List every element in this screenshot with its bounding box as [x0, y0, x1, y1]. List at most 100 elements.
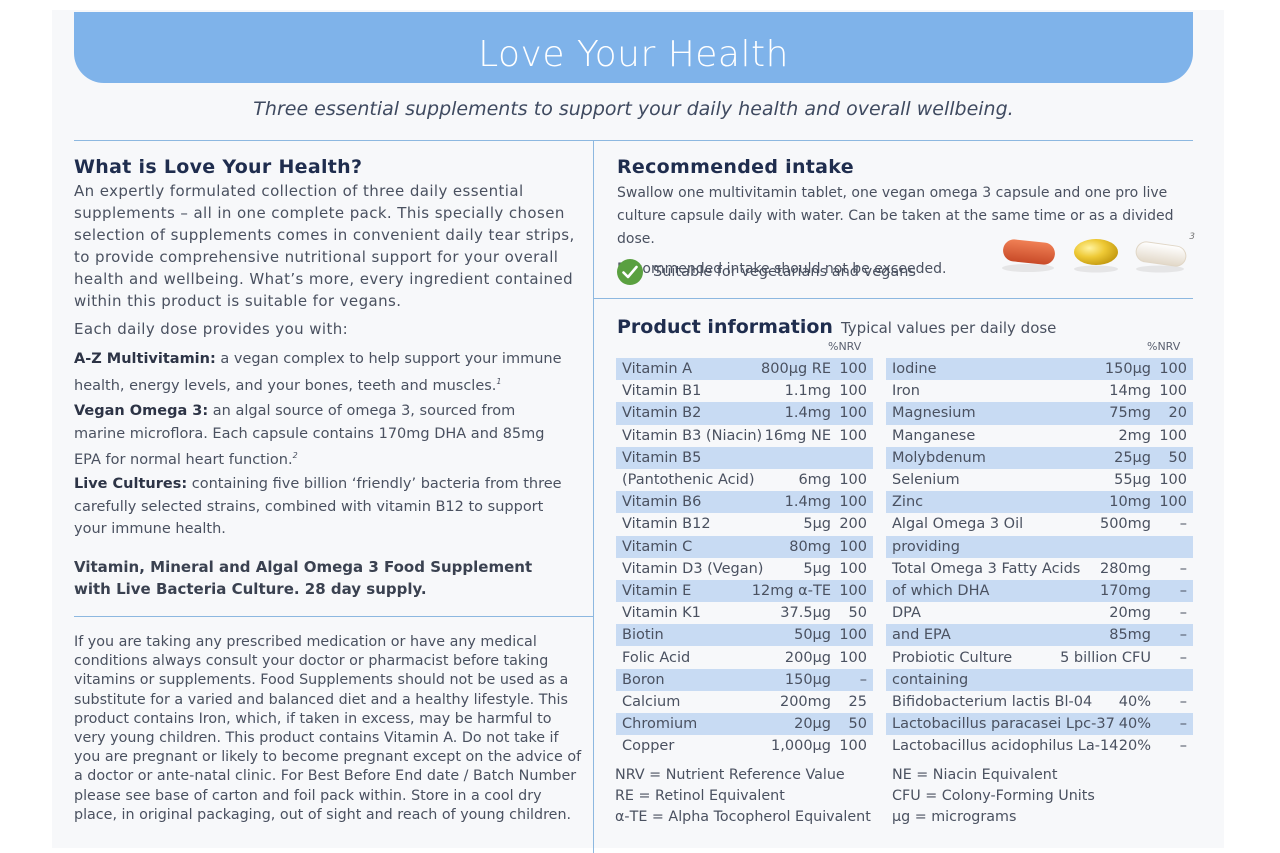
nutrient-amount: 85mg [1109, 627, 1151, 644]
nutrient-nrv: 100 [1159, 361, 1187, 378]
table-row: Vitamin E 12mg α-TE 100 [616, 579, 873, 603]
legend-right: NE = Niacin Equivalent CFU = Colony-Formi… [892, 765, 1095, 828]
nutrient-amount: 150µg [1104, 361, 1151, 378]
table-row: providing [886, 535, 1193, 558]
what-description: An expertly formulated collection of thr… [74, 180, 589, 312]
product-info-subheading: Typical values per daily dose [840, 319, 1057, 337]
legend-item: α-TE = Alpha Tocopherol Equivalent [615, 809, 871, 825]
nutrient-amount: 1.4mg [784, 405, 831, 422]
nutrient-nrv: 100 [1159, 427, 1187, 444]
table-row: Iron 14mg 100 [886, 380, 1193, 402]
nutrient-nrv: – [1179, 516, 1187, 533]
table-row: Selenium 55µg 100 [886, 469, 1193, 491]
table-row: Copper 1,000µg 100 [616, 735, 873, 757]
nutrient-name: Biotin [622, 627, 664, 644]
nutrient-nrv: – [1179, 582, 1187, 599]
nutrient-name: Boron [622, 671, 665, 688]
nutrient-amount: 200mg [779, 693, 831, 710]
nutrient-table-right: Iodine 150µg 100 Iron 14mg 100 Magnesium 75mg 20… [886, 358, 1193, 757]
nutrient-amount: 170mg [1099, 582, 1151, 599]
nutrient-amount: 14mg [1109, 383, 1151, 400]
legend-item: NE = Niacin Equivalent [892, 767, 1058, 783]
table-row: Biotin 50µg 100 [616, 624, 873, 647]
nutrient-nrv: 100 [839, 738, 867, 755]
nutrient-nrv: – [1179, 738, 1187, 755]
nutrient-name: of which DHA [892, 582, 990, 599]
nutrient-nrv: 20 [1168, 405, 1187, 422]
legend-item: CFU = Colony-Forming Units [892, 788, 1095, 804]
nutrient-name: Copper [622, 738, 675, 755]
table-row: DPA 20mg – [886, 602, 1193, 624]
nutrient-name: Molybdenum [892, 449, 986, 466]
table-row: Folic Acid 200µg 100 [616, 646, 873, 668]
leaflet-background [52, 10, 1224, 848]
nutrient-amount: 12mg α-TE [751, 582, 831, 599]
culture-capsule-icon [1135, 241, 1187, 267]
table-row: Vitamin C 80mg 100 [616, 535, 873, 558]
table-row: Vitamin A 800µg RE 100 [616, 358, 873, 381]
nutrient-nrv: 100 [839, 405, 867, 422]
nutrient-nrv: – [1179, 627, 1187, 644]
nutrient-nrv: 50 [848, 716, 867, 733]
nutrient-nrv: 100 [1159, 494, 1187, 511]
nutrient-amount: 280mg [1099, 560, 1151, 577]
description-line: An expertly formulated collection of thr… [74, 182, 524, 200]
nutrient-name: providing [892, 538, 960, 555]
page-subtitle: Three essential supplements to support y… [253, 98, 1014, 120]
supplement-pills-image: 3 [1000, 232, 1195, 276]
supplement-name: A-Z Multivitamin: [74, 351, 216, 367]
nutrient-nrv: – [1179, 649, 1187, 666]
description-line: selection of supplements comes in conven… [74, 226, 575, 244]
nutrient-name: Vitamin B1 [622, 383, 702, 400]
nutrient-name: Iodine [892, 361, 937, 378]
tablet-icon [1003, 239, 1055, 265]
nutrient-amount: 55µg [1114, 472, 1151, 489]
legend-left: NRV = Nutrient Reference Value RE = Retin… [615, 765, 871, 828]
nutrient-name: Magnesium [892, 405, 976, 422]
nutrient-amount: 150µg [784, 671, 831, 688]
divider-left-bottom [74, 616, 593, 617]
nutrient-amount: 37.5µg [780, 605, 831, 622]
footnote-marker: 2 [292, 451, 298, 460]
nutrient-name: Folic Acid [622, 649, 691, 666]
divider-top [74, 140, 1193, 141]
nutrient-amount: 75mg [1109, 405, 1151, 422]
supplement-description: containing five billion ‘friendly’ bacte… [74, 476, 562, 537]
nutrient-name: Algal Omega 3 Oil [892, 516, 1024, 533]
legend-item: RE = Retinol Equivalent [615, 788, 785, 804]
nutrient-amount: 40% [1118, 693, 1151, 710]
table-row: containing [886, 668, 1193, 691]
nutrient-name: Vitamin B6 [622, 494, 702, 511]
nutrient-amount: 1,000µg [771, 738, 831, 755]
supplement-name: Live Cultures: [74, 476, 188, 492]
nutrient-nrv: 100 [839, 649, 867, 666]
nutrient-nrv: 100 [839, 361, 867, 378]
nutrient-nrv: 200 [839, 516, 867, 533]
omega-capsule-icon [1074, 239, 1118, 265]
nutrient-amount: 20% [1118, 738, 1151, 755]
nutrient-table-left: Vitamin A 800µg RE 100 Vitamin B1 1.1mg 100 Vi… [616, 358, 873, 757]
nutrient-amount: 1.1mg [784, 383, 831, 400]
nutrient-amount: 5µg [803, 516, 831, 533]
nutrient-nrv: – [1179, 693, 1187, 710]
table-row: and EPA 85mg – [886, 624, 1193, 647]
nutrient-amount: 20µg [794, 716, 831, 733]
nutrient-name: Vitamin B3 (Niacin) [622, 427, 763, 444]
intake-line-1: Swallow one multivitamin tablet, one veg… [617, 185, 1168, 201]
nutrient-name: Vitamin C [622, 538, 693, 555]
table-row: Bifidobacterium lactis Bl-04 40% – [886, 691, 1193, 713]
nutrient-amount: 2mg [1118, 427, 1151, 444]
table-row: Lactobacillus paracasei Lpc-37 40% – [886, 713, 1193, 736]
nutrient-amount: 500mg [1099, 516, 1151, 533]
nutrient-name: Lactobacillus paracasei Lpc-37 [892, 716, 1115, 733]
nutrient-nrv: 100 [1159, 472, 1187, 489]
food-supplement-statement: Vitamin, Mineral and Algal Omega 3 Food … [74, 558, 533, 598]
nutrient-amount: 80mg [789, 538, 831, 555]
nutrient-name: Calcium [622, 693, 681, 710]
pill-footnote: 3 [1189, 232, 1195, 242]
page-title: Love Your Health [478, 34, 789, 75]
vegan-badge: Suitable for vegetarians and vegans [617, 259, 916, 285]
nutrient-amount: 5 billion CFU [1060, 649, 1151, 666]
vegan-label: Suitable for vegetarians and vegans [653, 264, 916, 280]
nrv-header-left: %NRV [828, 340, 862, 353]
